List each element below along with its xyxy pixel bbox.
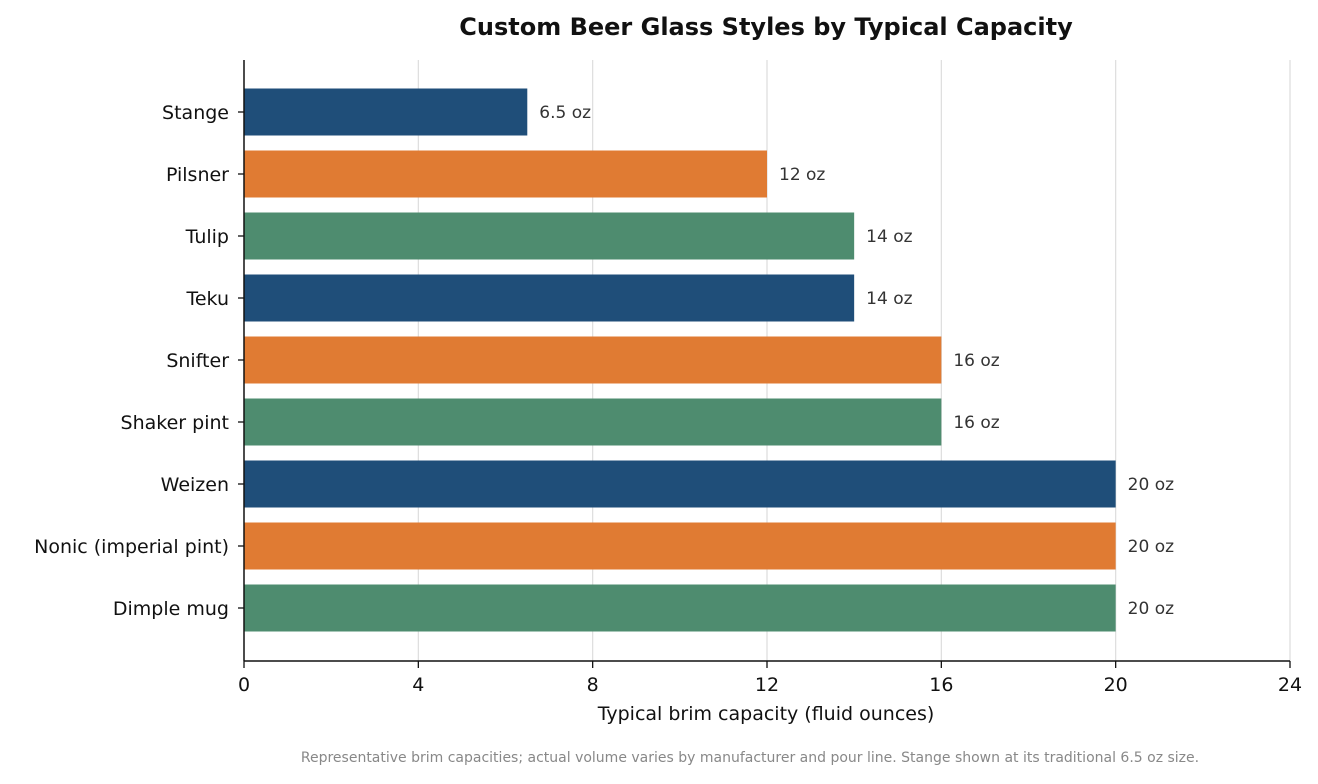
value-label: 20 oz [1128, 599, 1174, 619]
value-label: 14 oz [866, 289, 912, 309]
bar [244, 88, 528, 136]
x-axis-label: Typical brim capacity (fluid ounces) [597, 703, 935, 725]
bar [244, 398, 942, 446]
x-tick-label: 24 [1278, 674, 1302, 696]
x-tick-label: 16 [929, 674, 953, 696]
bar [244, 212, 855, 260]
category-label: Weizen [161, 474, 229, 496]
x-axis-ticks: 0 4 8 12 16 20 24 [238, 661, 1302, 696]
x-tick-label: 12 [755, 674, 779, 696]
category-label: Dimple mug [113, 598, 229, 620]
value-label: 6.5 oz [539, 103, 591, 123]
value-label: 14 oz [866, 227, 912, 247]
bar [244, 274, 855, 322]
category-label: Teku [185, 288, 229, 310]
chart-title: Custom Beer Glass Styles by Typical Capa… [459, 13, 1073, 41]
value-label: 12 oz [779, 165, 825, 185]
category-label: Nonic (imperial pint) [34, 536, 229, 558]
bars [244, 88, 1116, 632]
bar [244, 336, 942, 384]
bar [244, 460, 1116, 508]
value-label: 16 oz [953, 351, 999, 371]
category-label: Snifter [166, 350, 229, 372]
value-label: 20 oz [1128, 537, 1174, 557]
footnote: Representative brim capacities; actual v… [301, 750, 1199, 766]
x-tick-label: 4 [412, 674, 424, 696]
labels: Stange 6.5 oz Pilsner 12 oz Tulip 14 oz Teku 14… [34, 102, 1174, 620]
x-tick-label: 8 [587, 674, 599, 696]
value-label: 16 oz [953, 413, 999, 433]
category-label: Stange [162, 102, 229, 124]
bar [244, 150, 767, 198]
x-tick-label: 0 [238, 674, 250, 696]
category-label: Tulip [185, 226, 229, 248]
category-label: Shaker pint [121, 412, 229, 434]
category-label: Pilsner [166, 164, 229, 186]
bar [244, 522, 1116, 570]
bar [244, 584, 1116, 632]
value-label: 20 oz [1128, 475, 1174, 495]
x-tick-label: 20 [1104, 674, 1128, 696]
